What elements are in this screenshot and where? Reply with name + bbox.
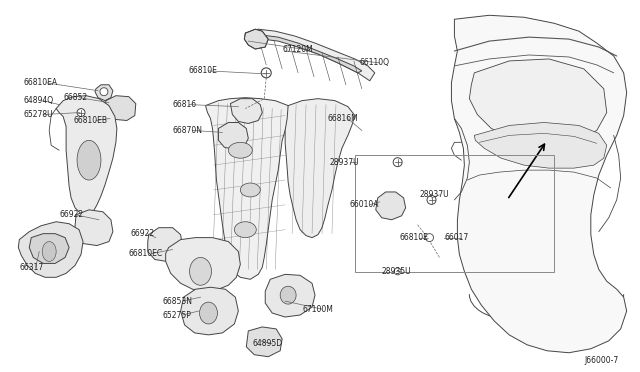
Text: 67100M: 67100M	[302, 305, 333, 314]
Polygon shape	[75, 210, 113, 246]
Text: 66010A: 66010A	[350, 201, 380, 209]
Text: 65275P: 65275P	[163, 311, 191, 320]
Text: 66922: 66922	[131, 229, 155, 238]
Polygon shape	[285, 99, 355, 238]
Text: 66017: 66017	[444, 233, 468, 242]
Bar	[355, 155, 554, 272]
Polygon shape	[469, 59, 607, 145]
Text: 66816M: 66816M	[328, 114, 358, 123]
Ellipse shape	[280, 286, 296, 304]
Polygon shape	[246, 327, 282, 357]
Text: J66000-7: J66000-7	[584, 356, 619, 365]
Polygon shape	[29, 234, 69, 263]
Polygon shape	[180, 287, 238, 335]
Polygon shape	[376, 192, 406, 220]
Ellipse shape	[77, 140, 101, 180]
Text: 66810EB: 66810EB	[73, 116, 107, 125]
Circle shape	[261, 68, 271, 78]
Ellipse shape	[241, 183, 260, 197]
Polygon shape	[218, 122, 248, 149]
Polygon shape	[451, 15, 627, 353]
Text: 66922: 66922	[59, 210, 83, 219]
Ellipse shape	[189, 257, 211, 285]
Polygon shape	[166, 238, 241, 291]
Ellipse shape	[234, 222, 256, 238]
Text: 64894Q: 64894Q	[23, 96, 53, 105]
Text: 64895D: 64895D	[252, 339, 282, 348]
Text: 66853N: 66853N	[163, 296, 193, 306]
Circle shape	[393, 158, 402, 167]
Text: 28937U: 28937U	[330, 158, 360, 167]
Text: 66110Q: 66110Q	[360, 58, 390, 67]
Circle shape	[100, 88, 108, 96]
Text: 66317: 66317	[19, 263, 44, 272]
Polygon shape	[95, 85, 113, 101]
Text: 28937U: 28937U	[420, 190, 449, 199]
Polygon shape	[265, 274, 315, 317]
Text: 67120M: 67120M	[282, 45, 313, 54]
Text: 65278U: 65278U	[23, 110, 53, 119]
Text: 66852: 66852	[63, 93, 87, 102]
Text: 66810EA: 66810EA	[23, 78, 58, 87]
Polygon shape	[205, 98, 292, 279]
Polygon shape	[230, 99, 262, 124]
Polygon shape	[474, 122, 607, 168]
Polygon shape	[250, 35, 362, 73]
Circle shape	[394, 268, 401, 275]
Circle shape	[426, 234, 433, 241]
Polygon shape	[19, 222, 83, 277]
Ellipse shape	[42, 241, 56, 262]
Circle shape	[427, 195, 436, 204]
Polygon shape	[105, 96, 136, 121]
Circle shape	[77, 109, 85, 116]
Text: 66870N: 66870N	[173, 126, 203, 135]
Text: 66810EC: 66810EC	[129, 249, 163, 258]
Text: 66810E: 66810E	[399, 233, 429, 242]
Ellipse shape	[228, 142, 252, 158]
Polygon shape	[148, 228, 182, 262]
Polygon shape	[245, 29, 375, 81]
Ellipse shape	[200, 302, 218, 324]
Polygon shape	[244, 29, 268, 49]
Polygon shape	[56, 96, 117, 216]
Text: 66810E: 66810E	[189, 66, 218, 76]
Text: 28935U: 28935U	[381, 267, 412, 276]
Text: 66816: 66816	[173, 100, 196, 109]
